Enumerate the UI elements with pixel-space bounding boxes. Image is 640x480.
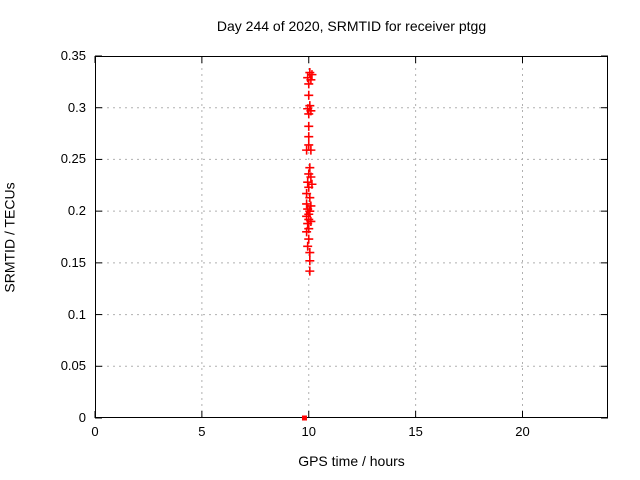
data-point-plus: [305, 68, 315, 78]
y-tick-label: 0.1: [67, 306, 86, 322]
data-point-plus: [304, 182, 314, 192]
data-point-plus: [305, 163, 315, 173]
plot-border: [95, 56, 608, 418]
data-point-plus: [304, 132, 314, 142]
data-point-plus: [304, 79, 314, 89]
data-point-plus: [304, 109, 314, 119]
data-point-plus: [305, 193, 315, 203]
x-tick-label: 5: [198, 424, 206, 439]
data-point-plus: [304, 90, 314, 100]
plot-area: [94, 55, 608, 421]
data-point-plus: [305, 248, 315, 258]
data-point-square: [301, 415, 307, 421]
data-point-plus: [306, 75, 316, 85]
data-point-plus: [305, 256, 315, 266]
data-point-plus: [302, 227, 312, 237]
x-tick-label: 0: [91, 424, 99, 439]
y-tick-label: 0: [78, 410, 86, 425]
data-point-plus: [302, 199, 312, 209]
data-point-plus: [304, 234, 314, 244]
x-tick-label: 20: [515, 424, 530, 439]
y-tick-label: 0.2: [67, 203, 86, 219]
x-axis-label: GPS time / hours: [298, 453, 405, 469]
y-tick-label: 0.3: [67, 99, 86, 115]
data-point-plus: [303, 204, 313, 214]
y-tick-label: 0.15: [60, 254, 86, 270]
data-point-plus: [304, 140, 314, 150]
data-point-plus: [303, 219, 313, 229]
y-tick-label: 0.25: [60, 151, 86, 167]
data-point-plus: [306, 145, 316, 155]
data-point-plus: [303, 177, 313, 187]
data-point-plus: [304, 214, 314, 224]
data-point-plus: [303, 241, 313, 251]
data-point-plus: [304, 121, 314, 131]
y-tick-label: 0.35: [60, 48, 86, 63]
data-point-plus: [305, 266, 315, 276]
data-point-plus: [306, 172, 316, 182]
chart-title: Day 244 of 2020, SRMTID for receiver ptg…: [216, 18, 487, 34]
plot-svg: [94, 55, 608, 421]
y-tick-label: 0.05: [60, 358, 86, 374]
x-tick-label: 15: [408, 424, 423, 439]
x-tick-label: 10: [301, 424, 316, 439]
